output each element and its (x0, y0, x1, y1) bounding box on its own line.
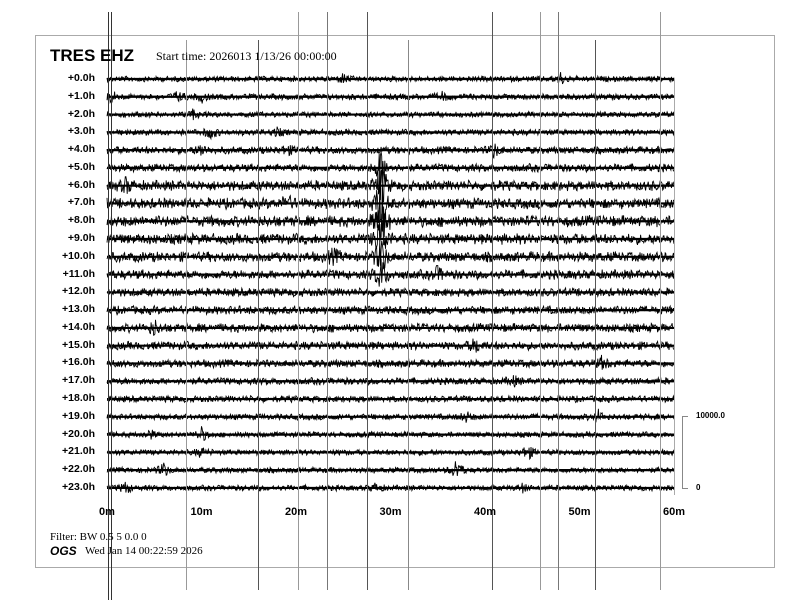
scale-top-label: 10000.0 (696, 411, 725, 420)
seismic-trace (106, 286, 675, 299)
amplitude-scale-bar (682, 416, 688, 489)
seismic-trace (106, 426, 675, 441)
scale-bottom-label: 0 (696, 483, 701, 492)
x-tick-label: 10m (190, 506, 213, 518)
row-label: +6.0h (67, 178, 95, 191)
row-label: +18.0h (62, 392, 95, 405)
x-tick-label: 30m (379, 506, 402, 518)
row-label: +2.0h (67, 107, 95, 120)
x-tick-label: 20m (284, 506, 308, 518)
plot-frame (35, 35, 775, 568)
row-label: +15.0h (62, 338, 95, 351)
row-label: +1.0h (67, 89, 95, 102)
row-label: +12.0h (62, 285, 95, 298)
start-time: Start time: 2026013 1/13/26 00:00:00 (156, 49, 337, 63)
seismic-trace (106, 258, 675, 287)
filter-info: Filter: BW 0.5 5 0.0 0 (50, 531, 147, 543)
row-label: +8.0h (67, 214, 95, 227)
x-tick-label: 40m (473, 506, 497, 518)
seismic-trace (106, 304, 674, 317)
row-label: +13.0h (62, 303, 95, 316)
seismic-trace (106, 408, 675, 423)
station-title: TRES EHZ (50, 46, 135, 65)
row-label: +20.0h (62, 427, 95, 440)
row-label: +10.0h (62, 249, 95, 262)
seismic-trace (106, 240, 675, 271)
row-label: +7.0h (67, 196, 95, 209)
generated-date: Wed Jan 14 00:22:59 2026 (85, 545, 203, 557)
row-label: +4.0h (67, 143, 95, 156)
row-label: +22.0h (62, 463, 95, 476)
seismic-trace (106, 222, 675, 250)
row-label: +0.0h (67, 72, 95, 84)
row-label: +3.0h (67, 125, 95, 138)
row-label: +9.0h (67, 232, 95, 245)
row-label: +11.0h (62, 267, 95, 280)
seismic-trace (106, 461, 675, 477)
seismic-trace (106, 354, 675, 370)
row-label: +19.0h (62, 409, 95, 422)
row-label: +16.0h (62, 356, 95, 369)
row-label: +14.0h (62, 320, 95, 333)
row-label: +17.0h (62, 374, 95, 387)
x-tick-label: 0m (99, 506, 115, 518)
agency-logo: OGS (50, 544, 77, 558)
seismic-trace (106, 169, 675, 203)
x-tick-label: 50m (568, 506, 591, 518)
row-label: +21.0h (62, 445, 95, 458)
x-tick-label: 60m (662, 506, 686, 518)
row-label: +5.0h (67, 160, 95, 173)
seismic-trace (106, 319, 675, 336)
row-label: +23.0h (62, 480, 95, 493)
